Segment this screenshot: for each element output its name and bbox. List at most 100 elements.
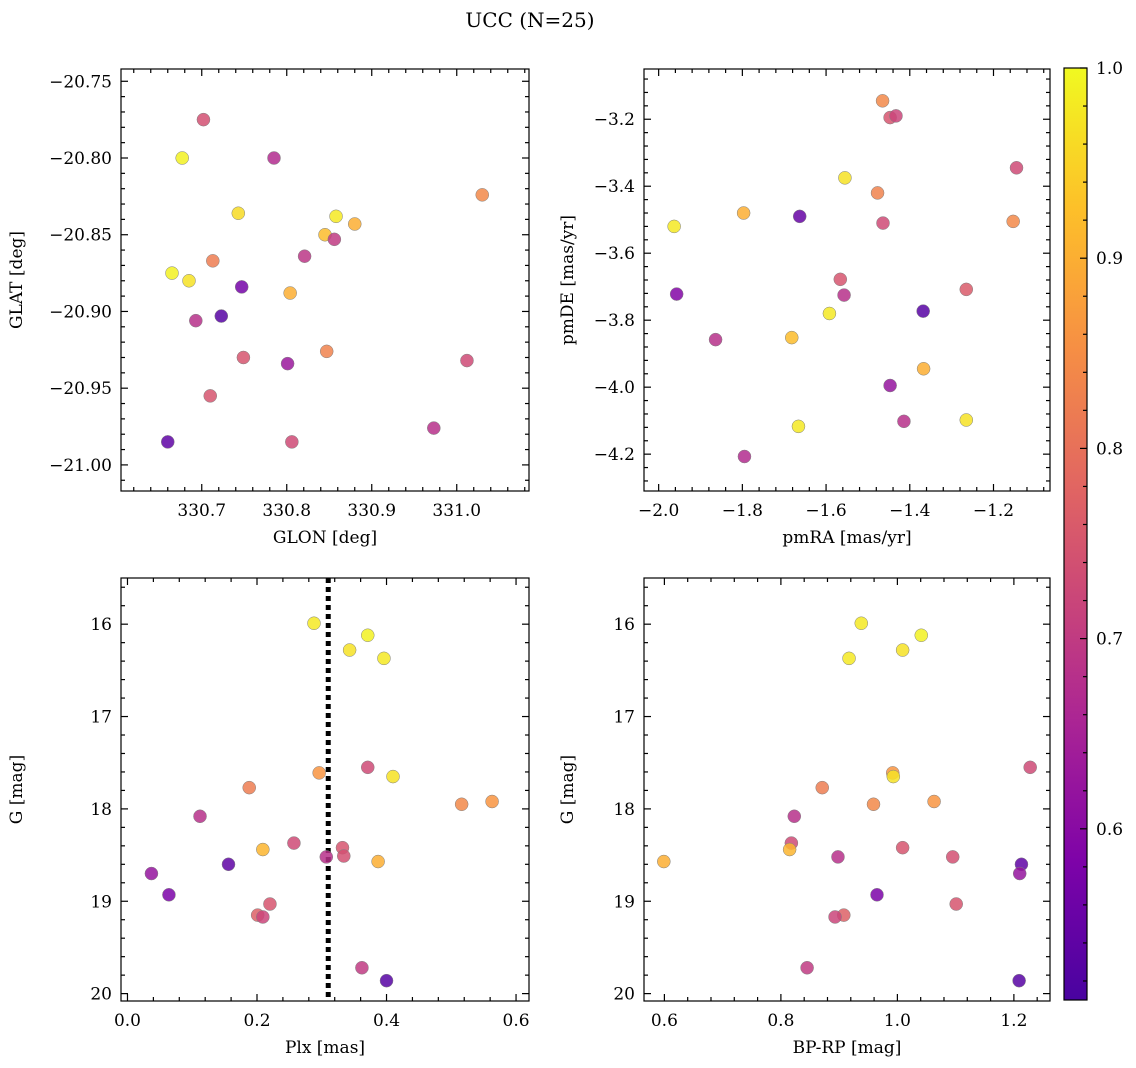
scatter-point (189, 313, 203, 328)
scatter-point (203, 389, 217, 403)
scatter-point (283, 286, 297, 300)
y-tick-label: 20 (613, 985, 635, 1005)
scatter-point (1006, 214, 1020, 229)
scatter-point (708, 332, 723, 347)
scatter-point (875, 94, 890, 108)
y-tick-label: 16 (613, 615, 635, 635)
scatter-point (280, 356, 295, 371)
scatter-point (914, 628, 929, 643)
scatter-point (144, 866, 159, 881)
ticks (644, 578, 1050, 1001)
axes-frame (120, 68, 530, 492)
x-axis-label: BP-RP [mag] (793, 1038, 902, 1058)
x-tick-label: −1.4 (889, 501, 930, 521)
scatter-point (329, 209, 343, 224)
scatter-point (791, 419, 806, 434)
scatter-point (959, 282, 974, 297)
axes-frame (643, 68, 1051, 492)
panel-4: 0.6 0.8 1.0 1.2 16 17 18 19 20 BP-RP [mag] G [mag] (558, 577, 1051, 1058)
y-tick-label: −20.75 (49, 72, 112, 92)
x-tick-label: 1.2 (1000, 1011, 1027, 1031)
scatter-point (837, 288, 851, 302)
scatter-point (182, 274, 196, 288)
scatter-point (916, 362, 931, 376)
colorbar-tick-label: 0.7 (1096, 630, 1123, 650)
scatter-point (214, 309, 229, 323)
x-tick-label: 0.4 (373, 1011, 400, 1031)
x-axis-label: Plx [mas] (285, 1038, 365, 1058)
scatter-point (787, 809, 802, 824)
y-tick-label: −20.90 (49, 302, 112, 322)
y-tick-label: −3.6 (594, 244, 635, 264)
scatter-point (876, 216, 890, 230)
scatter-point (342, 643, 357, 657)
scatter-point (337, 849, 351, 863)
scatter-point (312, 766, 326, 780)
scatter-point (667, 219, 681, 234)
scatter-point (737, 449, 752, 464)
scatter-point (355, 961, 369, 975)
scatter-point (815, 780, 829, 795)
x-tick-label: 331.0 (432, 501, 481, 521)
scatter-point (379, 973, 394, 988)
y-tick-label: 16 (90, 615, 112, 635)
scatter-point (287, 836, 301, 850)
scatter-point (377, 651, 391, 666)
x-tick-label: −1.2 (973, 501, 1014, 521)
y-tick-label: −3.2 (594, 110, 635, 130)
y-tick-label: 17 (90, 708, 112, 728)
x-tick-label: 330.7 (177, 501, 226, 521)
scatter-point (669, 287, 684, 301)
x-tick-label: 0.6 (651, 1011, 678, 1031)
ticks (121, 69, 529, 491)
scatter-point (889, 109, 903, 123)
figure-title: UCC (N=25) (465, 8, 594, 32)
scatter-point (319, 850, 334, 864)
scatter-point (895, 643, 910, 657)
scatter-point (916, 304, 930, 318)
y-tick-label: 19 (613, 892, 635, 912)
y-axis-label: pmDE [mas/yr] (558, 215, 578, 345)
y-tick-label: −20.80 (49, 149, 112, 169)
scatter-point (866, 797, 881, 812)
scatter-point (221, 857, 236, 872)
ticks (644, 69, 1050, 491)
scatter-point (285, 435, 299, 449)
y-tick-label: 18 (613, 800, 635, 820)
x-tick-label: 0.6 (503, 1011, 530, 1031)
scatter-point (196, 112, 211, 127)
x-tick-label: 330.8 (262, 501, 311, 521)
scatter-point (297, 249, 312, 263)
x-axis-label: pmRA [mas/yr] (782, 528, 911, 548)
x-axis-label: GLON [deg] (273, 528, 377, 548)
scatter-point (870, 888, 884, 902)
x-tick-label: 0.0 (114, 1011, 141, 1031)
y-tick-label: −20.85 (49, 226, 112, 246)
scatter-point (242, 780, 256, 795)
scatter-point (234, 280, 249, 294)
scatter-point (800, 961, 814, 975)
axes-frame (120, 577, 530, 1002)
scatter-point (1012, 973, 1026, 988)
scatter-point (231, 206, 246, 220)
scatter-point (945, 850, 960, 864)
y-tick-label: 19 (90, 892, 112, 912)
y-tick-label: −4.2 (594, 445, 635, 465)
scatter-point (327, 232, 342, 247)
scatter-point (454, 797, 469, 812)
scatter-point (263, 897, 277, 911)
y-axis-label: GLAT [deg] (7, 231, 27, 329)
colorbar-gradient (1064, 68, 1087, 1000)
scatter-point (782, 842, 797, 857)
scatter-point (657, 854, 671, 869)
scatter-point (831, 850, 845, 864)
scatter-point (886, 769, 901, 784)
y-tick-label: 18 (90, 800, 112, 820)
scatter-point (1023, 760, 1037, 775)
scatter-point (822, 306, 837, 321)
scatter-point (386, 769, 400, 784)
scatter-point (427, 421, 441, 435)
y-tick-label: 17 (613, 708, 635, 728)
points (144, 616, 499, 988)
